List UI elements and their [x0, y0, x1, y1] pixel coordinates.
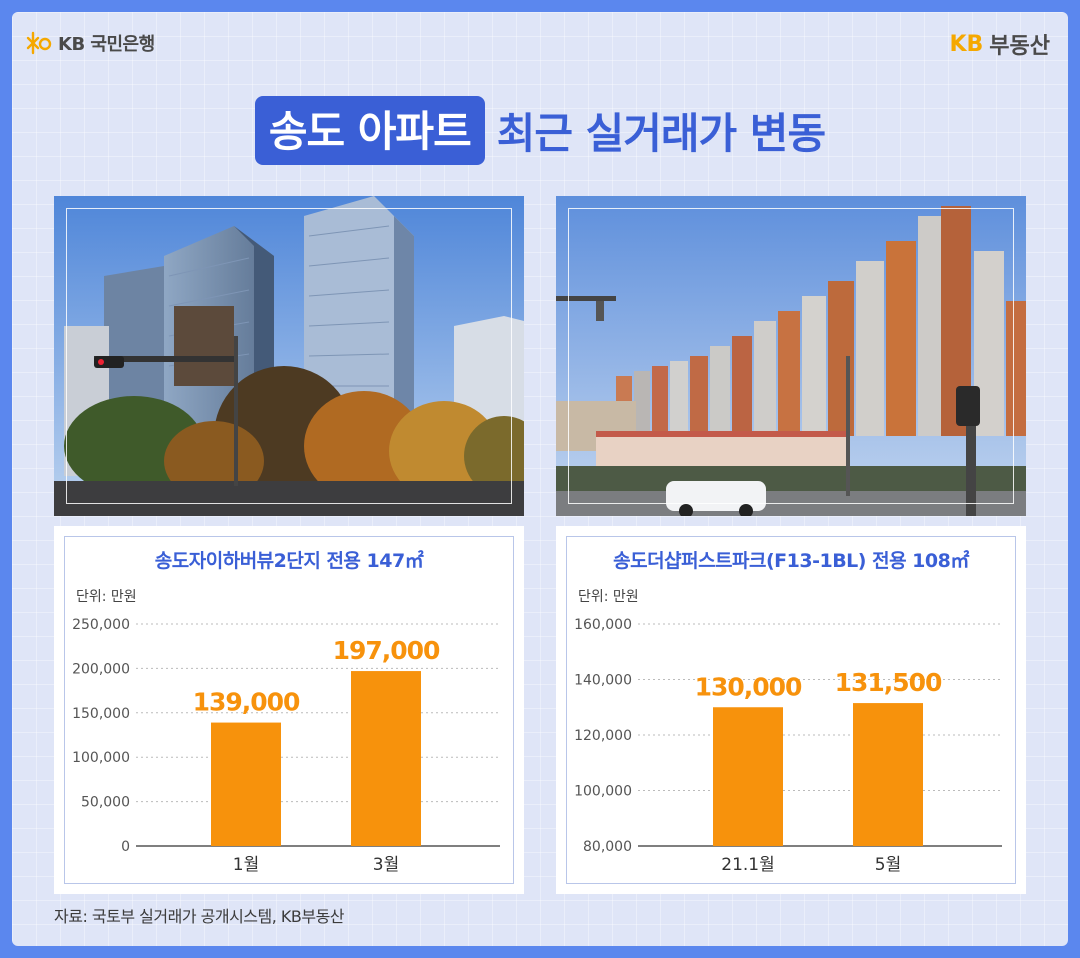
source-note: 자료: 국토부 실거래가 공개시스템, KB부동산 [54, 907, 345, 926]
y-tick-label: 80,000 [583, 839, 632, 855]
photo-frame-line [568, 208, 1014, 504]
title-highlight: 송도 아파트 [254, 96, 485, 165]
y-tick-label: 0 [121, 839, 130, 855]
photo-frame-line [66, 208, 512, 504]
apartment-photo-2-image [556, 196, 1026, 516]
real-estate-logo-text: 부동산 [989, 34, 1050, 59]
x-tick-label: 3월 [373, 855, 399, 875]
data-label: 197,000 [333, 636, 440, 665]
data-label: 131,500 [835, 668, 942, 697]
y-tick-label: 100,000 [574, 784, 632, 800]
page-title: 송도 아파트 최근 실거래가 변동 [0, 96, 1080, 165]
chart-card-border [64, 536, 514, 884]
unit-label: 단위: 만원 [578, 589, 639, 605]
kb-real-estate-logo: KB 부동산 [949, 28, 1050, 60]
kb-kookmin-bank-logo: KB 국민은행 [26, 30, 155, 56]
title-rest: 최근 실거래가 변동 [496, 109, 826, 158]
y-tick-label: 250,000 [72, 617, 130, 633]
apartment-photo-1 [54, 196, 524, 516]
chart-card-2: 송도더샵퍼스트파크(F13-1BL) 전용 108㎡ 단위: 만원 160,00… [556, 526, 1026, 894]
chart-title: 송도더샵퍼스트파크(F13-1BL) 전용 108㎡ [613, 550, 969, 572]
bar [211, 722, 281, 846]
y-tick-label: 160,000 [574, 617, 632, 633]
data-label: 130,000 [695, 672, 802, 701]
x-tick-label: 21.1월 [721, 855, 775, 875]
kb-star-icon [26, 31, 52, 55]
y-tick-label: 50,000 [81, 795, 130, 811]
chart-card-1: 송도자이하버뷰2단지 전용 147㎡ 단위: 만원 250,000 200,000… [54, 526, 524, 894]
unit-label: 단위: 만원 [76, 589, 137, 605]
chart-title: 송도자이하버뷰2단지 전용 147㎡ [154, 550, 424, 572]
apartment-photo-1-image [54, 196, 524, 516]
data-label: 139,000 [193, 688, 300, 717]
y-tick-label: 100,000 [72, 750, 130, 766]
kb-kookmin-bank-text: KB 국민은행 [58, 34, 155, 55]
bar [351, 671, 421, 846]
apartment-photo-2 [556, 196, 1026, 516]
x-tick-label: 1월 [233, 855, 259, 875]
y-tick-label: 200,000 [72, 661, 130, 677]
bar [713, 707, 783, 846]
x-tick-label: 5월 [875, 855, 901, 875]
kb-logo-mark: KB [949, 31, 984, 57]
y-tick-label: 150,000 [72, 706, 130, 722]
chart-2-plot: 160,000 140,000 120,000 100,000 80,000 130,00… [574, 617, 1002, 875]
chart-card-border [566, 536, 1016, 884]
chart-1-plot: 250,000 200,000 150,000 100,000 50,000 0 139,0… [72, 617, 500, 875]
y-tick-label: 140,000 [574, 673, 632, 689]
y-tick-label: 120,000 [574, 728, 632, 744]
bar [853, 703, 923, 846]
